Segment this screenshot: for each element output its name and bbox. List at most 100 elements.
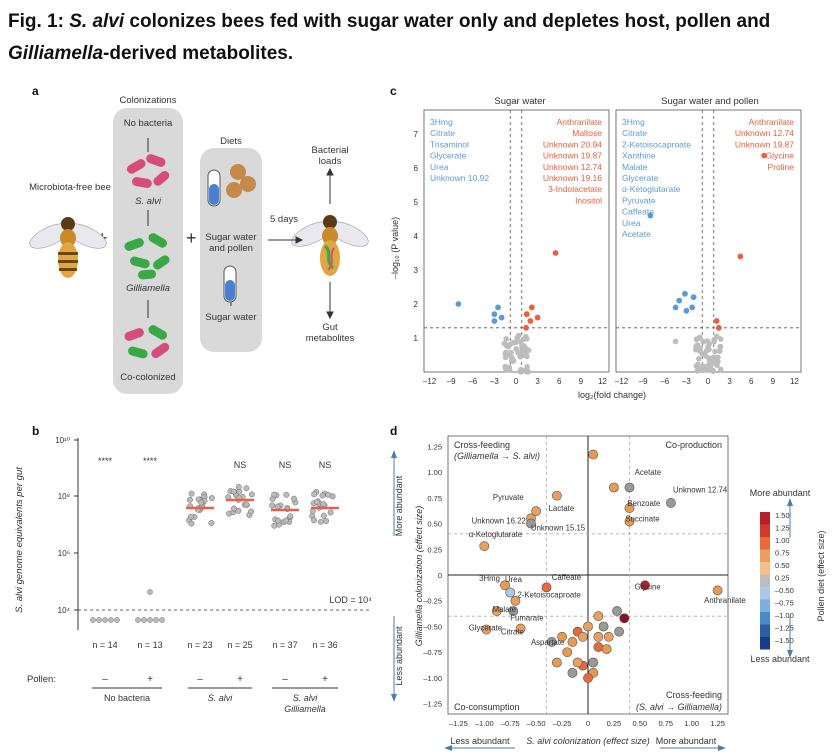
y-tick-label: 10⁶: [58, 549, 70, 558]
metabolite-label: Malate: [493, 605, 516, 614]
plus-sign-2: +: [186, 228, 197, 248]
data-point: [697, 334, 703, 341]
more-abundant-x: More abundant: [656, 736, 717, 746]
data-point: [243, 501, 250, 508]
data-point: [108, 617, 114, 623]
x-tick-label: 3: [535, 377, 540, 386]
data-point: [712, 355, 719, 361]
metabolite-point: [510, 595, 521, 606]
metabolite-point: [562, 647, 573, 658]
data-point: [672, 338, 679, 345]
bee-icon: [29, 217, 107, 278]
metabolite-label: Lactate: [549, 504, 575, 513]
metabolite-label: Anthranilate: [557, 117, 603, 127]
y-tick-label: 3: [414, 266, 419, 275]
metabolite-label: 2-Ketoisocaproate: [622, 139, 691, 149]
data-point: [320, 512, 327, 519]
data-point: [320, 501, 327, 508]
panel-c-letter: c: [390, 84, 397, 98]
data-point-enriched: [528, 304, 535, 311]
data-point: [503, 366, 510, 373]
data-point: [711, 337, 717, 343]
colorbar-tick: 1.50: [775, 511, 790, 520]
y-tick-label: 1: [414, 334, 419, 343]
x-tick-label: –9: [639, 377, 648, 386]
data-point: [313, 498, 320, 505]
data-point: [187, 496, 193, 503]
colorbar-tick: –1.00: [775, 611, 794, 620]
data-point: [188, 490, 195, 497]
metabolite-point: [577, 631, 588, 642]
metabolite-label: Fumarate: [510, 613, 543, 622]
colorbar-swatch: [760, 587, 770, 600]
data-point: [502, 354, 509, 361]
data-point: [243, 485, 250, 492]
metabolite-point: [481, 624, 492, 635]
metabolite-point: [546, 637, 557, 647]
metabolite-label: Citrate: [430, 128, 455, 138]
y-tick-label: –1.00: [423, 674, 442, 683]
data-point: [311, 517, 317, 524]
metabolite-label: Unknown 19.87: [543, 151, 602, 161]
x-tick-label: –3: [682, 377, 691, 386]
n-label: n = 25: [227, 640, 252, 650]
data-point: [706, 361, 712, 367]
metabolite-label: Urea: [505, 575, 523, 584]
metabolite-label: α-Ketoglutarate: [622, 184, 681, 194]
x-tick-label: 1.00: [684, 719, 699, 728]
y-tick-label: 4: [414, 232, 419, 241]
x-tick-label: 0.50: [633, 719, 648, 728]
colorbar-swatch: [760, 549, 770, 562]
less-abundant-x: Less abundant: [450, 736, 510, 746]
metabolite-label: Proline: [768, 162, 795, 172]
panel-d-chart: –1.25 –1.00 –0.75 –0.50 –0.25 0 0.25 0.50 0.75 1.…: [391, 435, 826, 751]
data-point: [323, 518, 329, 524]
data-point: [511, 339, 518, 346]
x-tick-label: –3: [490, 377, 499, 386]
colorbar-tick: –1.25: [775, 624, 794, 633]
colorbar-swatch: [760, 562, 770, 575]
y-tick-label: 0.75: [427, 494, 442, 503]
panel-d-ylabel: Gilliamella colonization (effect size): [414, 506, 424, 647]
co-colonized-label: Co-colonized: [120, 372, 176, 383]
data-point: [135, 617, 141, 623]
data-point: [248, 491, 255, 498]
data-point: [114, 617, 120, 623]
data-point: [153, 617, 159, 623]
colonized-bee-icon: [291, 215, 369, 276]
y-tick-label: –0.75: [423, 648, 442, 657]
data-point: [102, 617, 108, 623]
metabolite-point: [624, 482, 635, 493]
data-point: [518, 368, 525, 375]
data-point: [507, 341, 513, 348]
y-tick-label: 10¹⁰: [55, 436, 70, 445]
microbiota-free-bee-label: Microbiota-free bee: [29, 182, 111, 193]
data-point: [712, 348, 718, 355]
metabolite-point: [624, 503, 635, 513]
x-tick-label: 0.75: [658, 719, 673, 728]
data-point: [706, 346, 712, 353]
y-tick-label: –0.25: [423, 597, 442, 606]
significance-label: NS: [234, 460, 247, 470]
metabolite-point: [557, 631, 567, 642]
metabolite-label: Caffeate: [552, 573, 581, 582]
lod-label: LOD = 10⁴: [329, 595, 372, 605]
x-tick-label: 0.25: [607, 719, 622, 728]
data-point-depleted: [498, 314, 505, 321]
data-point-depleted: [672, 304, 679, 311]
metabolite-point: [583, 621, 593, 632]
data-point: [718, 336, 724, 342]
quadrant-co-production: Co-production: [665, 440, 722, 450]
colorbar-tick: 1.00: [775, 536, 790, 545]
y-tick-label: 5: [414, 198, 419, 207]
data-point: [283, 517, 289, 524]
x-tick-label: 12: [790, 377, 799, 386]
n-label: n = 13: [137, 640, 162, 650]
significance-label: NS: [319, 460, 332, 470]
data-point: [717, 343, 724, 350]
y-tick-label: 1.25: [427, 442, 442, 451]
colorbar-tick: –1.50: [775, 636, 794, 645]
metabolite-point: [508, 606, 519, 616]
metabolite-label: Acetate: [635, 468, 661, 477]
panel-c-left-title: Sugar water: [494, 96, 545, 107]
